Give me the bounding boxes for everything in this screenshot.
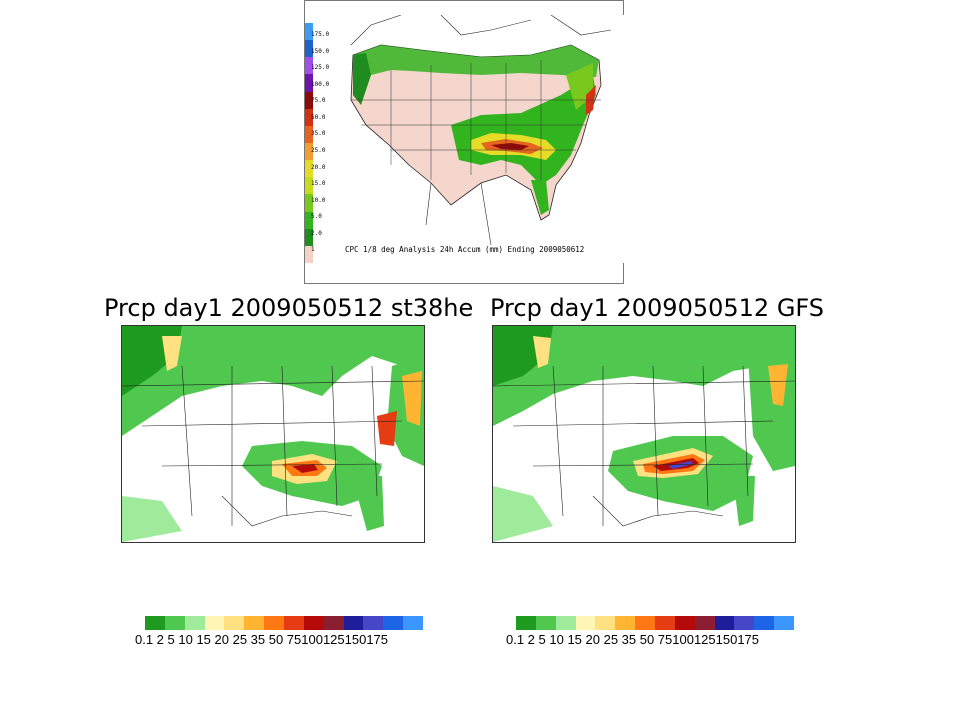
- legend-value: 2.0: [311, 229, 322, 237]
- colorbar-swatch: [535, 616, 556, 630]
- colorbar-swatch: [264, 616, 285, 630]
- legend-value: 100.0: [311, 80, 330, 88]
- cpc-vertical-legend: [305, 23, 313, 263]
- colorbar-swatch: [694, 616, 715, 630]
- colorbar-swatch: [244, 616, 265, 630]
- colorbar-swatch: [363, 616, 384, 630]
- legend-swatch: [305, 194, 313, 212]
- legend-value: 20.0: [311, 163, 326, 171]
- legend-value: 35.0: [311, 130, 326, 138]
- colorbar-swatch: [323, 616, 344, 630]
- colorbar-swatch: [754, 616, 775, 630]
- legend-value: 15.0: [311, 180, 326, 188]
- cpc-legend-labels: 175.0 150.0 125.0 100.0 75.0 50.0 35.0 25.0 20.0…: [311, 31, 335, 263]
- colorbar-swatch: [164, 616, 185, 630]
- legend-value: 50.0: [311, 113, 326, 121]
- colorbar-swatch: [734, 616, 755, 630]
- colorbar-swatch: [516, 616, 536, 630]
- legend-swatch: [305, 74, 313, 92]
- left-colorbar: [145, 616, 424, 630]
- colorbar-swatch: [224, 616, 245, 630]
- legend-value: 175.0: [311, 31, 330, 38]
- colorbar-swatch: [184, 616, 205, 630]
- st38he-forecast-map: [121, 325, 425, 543]
- right-colorbar-labels: 0.1 2 5 10 15 20 25 35 50 75100125150175: [506, 632, 760, 647]
- colorbar-swatch: [343, 616, 364, 630]
- legend-value: 150.0: [311, 47, 330, 55]
- left-panel-title: Prcp day1 2009050512 st38he: [104, 294, 474, 322]
- colorbar-swatch: [145, 616, 165, 630]
- colorbar-swatch: [714, 616, 735, 630]
- legend-swatch: [305, 160, 313, 178]
- legend-value: 1: [311, 246, 315, 254]
- colorbar-swatch: [635, 616, 656, 630]
- colorbar-swatch: [555, 616, 576, 630]
- colorbar-swatch: [403, 616, 424, 630]
- right-colorbar: [516, 616, 795, 630]
- legend-swatch: [305, 177, 313, 195]
- legend-swatch: [305, 245, 313, 263]
- right-panel-title: Prcp day1 2009050512 GFS: [490, 294, 825, 322]
- legend-swatch: [305, 23, 313, 41]
- legend-swatch: [305, 91, 313, 109]
- legend-value: 10.0: [311, 196, 326, 204]
- colorbar-swatch: [615, 616, 636, 630]
- legend-value: 75.0: [311, 97, 326, 105]
- colorbar-swatch: [674, 616, 695, 630]
- gfs-map-graphic: [492, 326, 796, 542]
- colorbar-swatch: [204, 616, 225, 630]
- colorbar-swatch: [575, 616, 596, 630]
- legend-value: 5.0: [311, 213, 322, 221]
- gfs-forecast-map: [492, 325, 796, 543]
- colorbar-swatch: [303, 616, 324, 630]
- legend-value: 125.0: [311, 64, 330, 72]
- legend-swatch: [305, 57, 313, 75]
- colorbar-swatch: [595, 616, 616, 630]
- legend-swatch: [305, 40, 313, 58]
- cpc-caption: CPC 1/8 deg Analysis 24h Accum (mm) Endi…: [345, 245, 585, 254]
- legend-swatch: [305, 211, 313, 229]
- colorbar-swatch: [284, 616, 304, 630]
- cpc-analysis-panel: 175.0 150.0 125.0 100.0 75.0 50.0 35.0 25.0 20.0…: [304, 0, 625, 284]
- colorbar-swatch: [383, 616, 404, 630]
- legend-swatch: [305, 108, 313, 126]
- colorbar-swatch: [774, 616, 795, 630]
- colorbar-swatch: [655, 616, 675, 630]
- st38he-map-graphic: [121, 326, 425, 542]
- legend-swatch: [305, 125, 313, 143]
- legend-swatch: [305, 228, 313, 246]
- legend-swatch: [305, 143, 313, 161]
- legend-value: 25.0: [311, 147, 326, 154]
- cpc-analysis-map: [331, 15, 625, 263]
- left-colorbar-labels: 0.1 2 5 10 15 20 25 35 50 75100125150175: [135, 632, 389, 647]
